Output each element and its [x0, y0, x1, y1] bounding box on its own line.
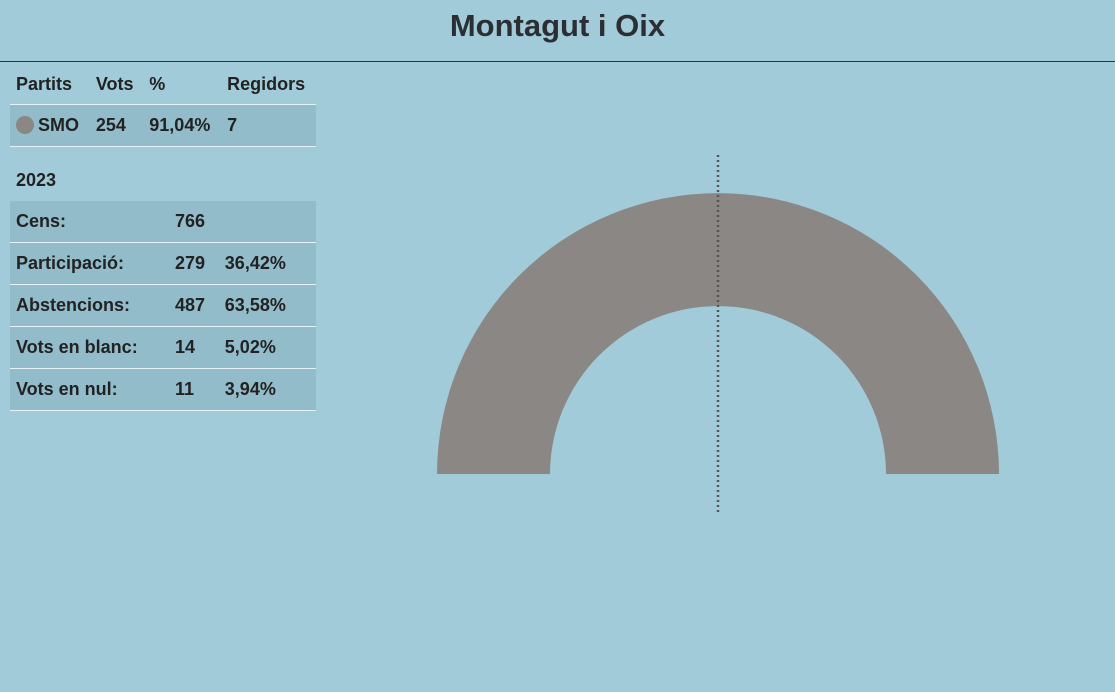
summary-cell: 63,58%: [218, 284, 316, 327]
summary-row: Cens: 766: [10, 201, 316, 243]
summary-cell: 36,42%: [218, 242, 316, 285]
summary-cell: 5,02%: [218, 326, 316, 369]
summary-cell: 279: [169, 242, 219, 285]
summary-row: Abstencions: 487 63,58%: [10, 284, 316, 327]
summary-cell: 766: [169, 201, 219, 243]
column-header: Regidors: [221, 64, 316, 105]
summary-row: Vots en nul: 11 3,94%: [10, 368, 316, 411]
party-dot: [16, 116, 34, 134]
seat-arc: [437, 193, 999, 474]
summary-table: Cens: 766 Participació: 279 36,42% Abstencion…: [10, 201, 316, 411]
summary-cell: 3,94%: [218, 368, 316, 411]
party-table: Partits Vots% Regidors SMO 254 91,04% 7: [10, 64, 316, 147]
summary-cell: Vots en nul:: [10, 368, 169, 411]
summary-row: Participació: 279 36,42%: [10, 242, 316, 285]
votes: 254: [89, 104, 144, 147]
summary-cell: Participació:: [10, 242, 169, 285]
party-name: SMO: [38, 115, 80, 135]
summary-cell: 11: [169, 368, 219, 411]
header-row: Partits Vots% Regidors: [10, 64, 316, 105]
summary-cell: [218, 201, 316, 243]
column-header: %: [143, 64, 222, 105]
party-row: SMO 254 91,04% 7: [10, 104, 316, 147]
summary-cell: Vots en blanc:: [10, 326, 169, 369]
summary-row: Vots en blanc: 14 5,02%: [10, 326, 316, 369]
party-cell: SMO: [10, 104, 90, 147]
column-header: Partits: [10, 64, 90, 105]
summary-cell: Cens:: [10, 201, 169, 243]
seats: 7: [221, 104, 316, 147]
summary-cell: 487: [169, 284, 219, 327]
column-header: Vots: [89, 64, 144, 105]
summary-cell: Abstencions:: [10, 284, 169, 327]
summary-cell: 14: [169, 326, 219, 369]
year: 2023: [16, 170, 57, 190]
percent: 91,04%: [143, 104, 222, 147]
title: Montagut i Oix: [0, 0, 1115, 62]
